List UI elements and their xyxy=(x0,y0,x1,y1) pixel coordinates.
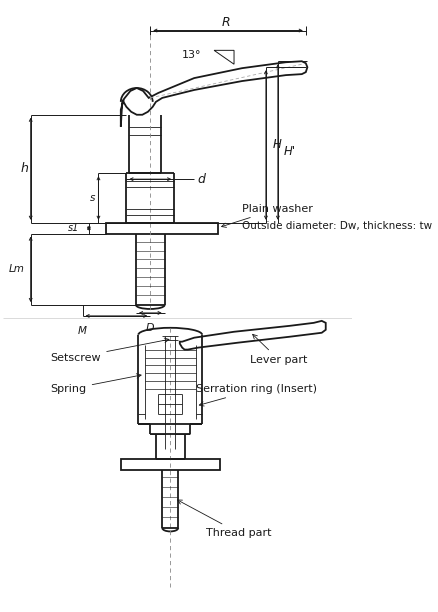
Text: 13°: 13° xyxy=(182,50,201,61)
Text: R: R xyxy=(222,16,230,29)
Text: H': H' xyxy=(283,145,296,158)
Text: Outside diameter: Dw, thickness: tw: Outside diameter: Dw, thickness: tw xyxy=(242,221,432,231)
Text: Lever part: Lever part xyxy=(250,334,307,365)
Text: Thread part: Thread part xyxy=(177,500,272,538)
Text: H: H xyxy=(272,138,281,151)
Text: Plain washer: Plain washer xyxy=(222,204,313,228)
Text: Serration ring (Insert): Serration ring (Insert) xyxy=(196,384,317,406)
Text: Spring: Spring xyxy=(51,374,141,394)
Text: s: s xyxy=(89,193,95,203)
Bar xyxy=(106,223,218,234)
Text: h: h xyxy=(21,162,28,175)
Text: D: D xyxy=(146,323,155,333)
Text: Lm: Lm xyxy=(8,264,24,274)
Text: d: d xyxy=(198,173,205,185)
Text: M: M xyxy=(78,326,87,336)
Text: Setscrew: Setscrew xyxy=(51,338,169,362)
Bar xyxy=(121,458,220,471)
Text: s1: s1 xyxy=(68,223,79,233)
